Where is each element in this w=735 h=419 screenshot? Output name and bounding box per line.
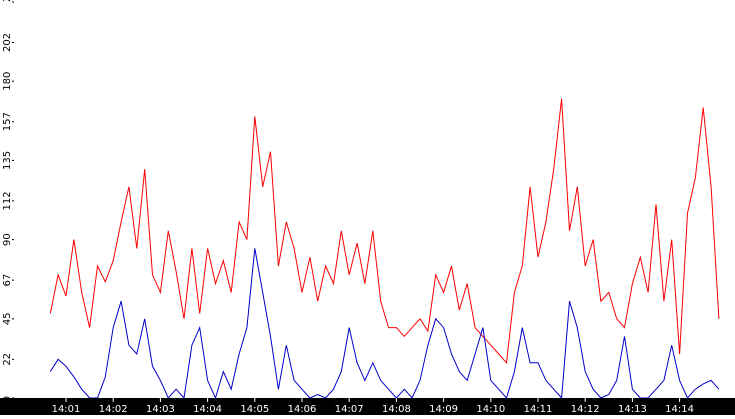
y-tick-label: 90 [2, 233, 13, 246]
x-tick-label: 14:08 [382, 404, 411, 415]
x-tick-label: 14:14 [665, 404, 694, 415]
y-tick-label: 225 [2, 0, 13, 2]
x-tick-label: 14:12 [571, 404, 600, 415]
y-tick-label: 202 [2, 33, 13, 52]
x-tick-label: 14:03 [146, 404, 175, 415]
x-axis: 14:01 14:02 14:03 14:04 14:05 14:06 14:07 14:08… [52, 398, 694, 415]
x-tick-label: 14:11 [524, 404, 553, 415]
y-axis: 022456790112135157180202225 [2, 0, 14, 402]
x-tick-label: 14:10 [476, 404, 505, 415]
y-tick-label: 157 [2, 112, 13, 131]
x-tick-label: 14:05 [240, 404, 269, 415]
y-tick-label: 67 [2, 274, 13, 287]
x-tick-label: 14:09 [429, 404, 458, 415]
y-tick-label: 112 [2, 191, 13, 210]
x-tick-label: 14:06 [288, 404, 317, 415]
x-tick-label: 14:13 [618, 404, 647, 415]
x-tick-label: 14:02 [99, 404, 128, 415]
x-tick-label: 14:07 [335, 404, 364, 415]
y-tick-label: 180 [2, 72, 13, 91]
y-tick-label: 45 [2, 312, 13, 325]
series-layer [49, 98, 720, 400]
x-tick-label: 14:01 [52, 404, 81, 415]
series-line-blue [49, 248, 720, 400]
x-tick-label: 14:04 [193, 404, 222, 415]
series-line-red [49, 98, 720, 364]
y-tick-label: 135 [2, 151, 13, 170]
y-tick-label: 22 [2, 353, 13, 366]
x-axis-band [0, 398, 735, 415]
